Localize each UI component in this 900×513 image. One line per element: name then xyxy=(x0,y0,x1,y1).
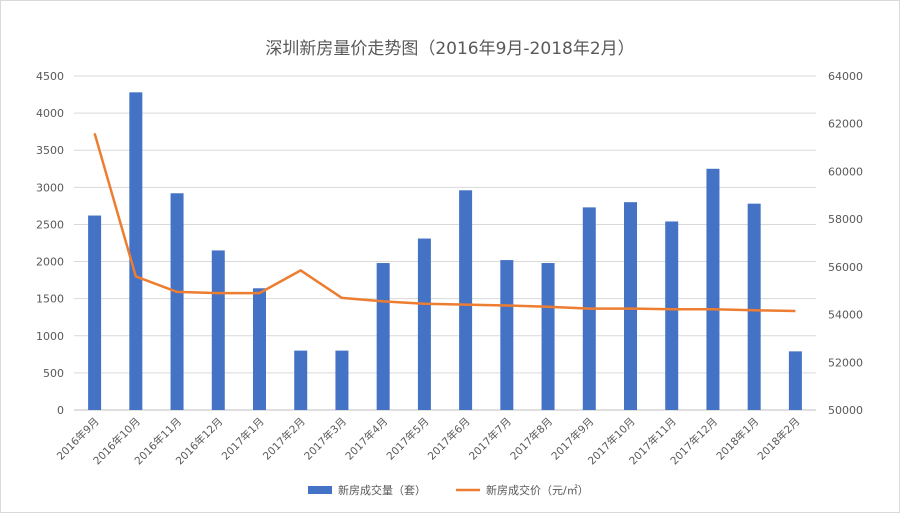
left-axis-tick-label: 4000 xyxy=(36,107,64,120)
x-axis-tick-label: 2018年2月 xyxy=(755,415,803,463)
left-axis-tick-label: 1500 xyxy=(36,293,64,306)
x-axis-ticks: 2016年9月2016年10月2016年11月2016年12月2017年1月20… xyxy=(54,415,802,467)
left-axis-tick-label: 500 xyxy=(43,367,64,380)
legend: 新房成交量（套） 新房成交价（元/㎡） xyxy=(308,483,589,497)
gridlines xyxy=(74,75,816,411)
bar xyxy=(88,215,102,410)
left-axis-tick-label: 1000 xyxy=(36,330,64,343)
x-axis-tick-label: 2017年2月 xyxy=(260,415,308,463)
right-axis-tick-label: 52000 xyxy=(828,356,863,369)
left-axis-tick-label: 2500 xyxy=(36,218,64,231)
x-axis-tick-label: 2017年6月 xyxy=(425,415,473,463)
price-line xyxy=(93,132,796,313)
left-axis-tick-label: 2000 xyxy=(36,256,64,269)
bar xyxy=(541,263,555,410)
right-axis-tick-label: 54000 xyxy=(828,309,863,322)
legend-label-price: 新房成交价（元/㎡） xyxy=(486,483,589,497)
bar xyxy=(335,350,349,410)
bar xyxy=(747,203,761,410)
x-axis-tick-label: 2018年1月 xyxy=(714,415,762,463)
right-axis-tick-label: 50000 xyxy=(828,404,863,417)
bar-series xyxy=(88,92,802,410)
bar xyxy=(170,193,184,410)
legend-label-volume: 新房成交量（套） xyxy=(338,483,426,497)
x-axis-tick-label: 2017年3月 xyxy=(301,415,349,463)
x-axis-tick-label: 2017年7月 xyxy=(466,415,514,463)
right-axis-tick-label: 56000 xyxy=(828,261,863,274)
x-axis-tick-label: 2017年4月 xyxy=(343,415,391,463)
left-axis-ticks: 0 500 1000 1500 2000 2500 3000 3500 4000 4500 xyxy=(36,70,64,417)
bar xyxy=(294,350,308,410)
x-axis-tick-label: 2017年1月 xyxy=(219,415,267,463)
right-axis-tick-label: 62000 xyxy=(828,118,863,131)
bar xyxy=(459,190,473,410)
bar xyxy=(665,221,679,410)
legend-swatch-volume xyxy=(308,486,332,494)
right-axis-ticks: 50000 52000 54000 56000 58000 60000 62000 64000 xyxy=(828,70,863,417)
chart-title: 深圳新房量价走势图（2016年9月-2018年2月） xyxy=(265,39,635,59)
bar xyxy=(253,288,266,410)
right-axis-tick-label: 60000 xyxy=(828,165,863,178)
bar xyxy=(788,351,802,410)
bar xyxy=(624,202,637,410)
right-axis-tick-label: 58000 xyxy=(828,213,863,226)
right-axis-tick-label: 64000 xyxy=(828,70,863,83)
line-series xyxy=(93,132,796,313)
bar xyxy=(500,260,514,410)
bar xyxy=(129,92,143,410)
bar xyxy=(417,238,431,410)
left-axis-tick-label: 3500 xyxy=(36,144,64,157)
bar xyxy=(211,250,225,410)
left-axis-tick-label: 4500 xyxy=(36,70,64,83)
bar xyxy=(706,168,720,410)
bar xyxy=(376,263,390,410)
x-axis-tick-label: 2017年8月 xyxy=(508,415,556,463)
left-axis-tick-label: 0 xyxy=(57,404,64,417)
x-axis-tick-label: 2017年5月 xyxy=(384,415,432,463)
left-axis-tick-label: 3000 xyxy=(36,181,64,194)
